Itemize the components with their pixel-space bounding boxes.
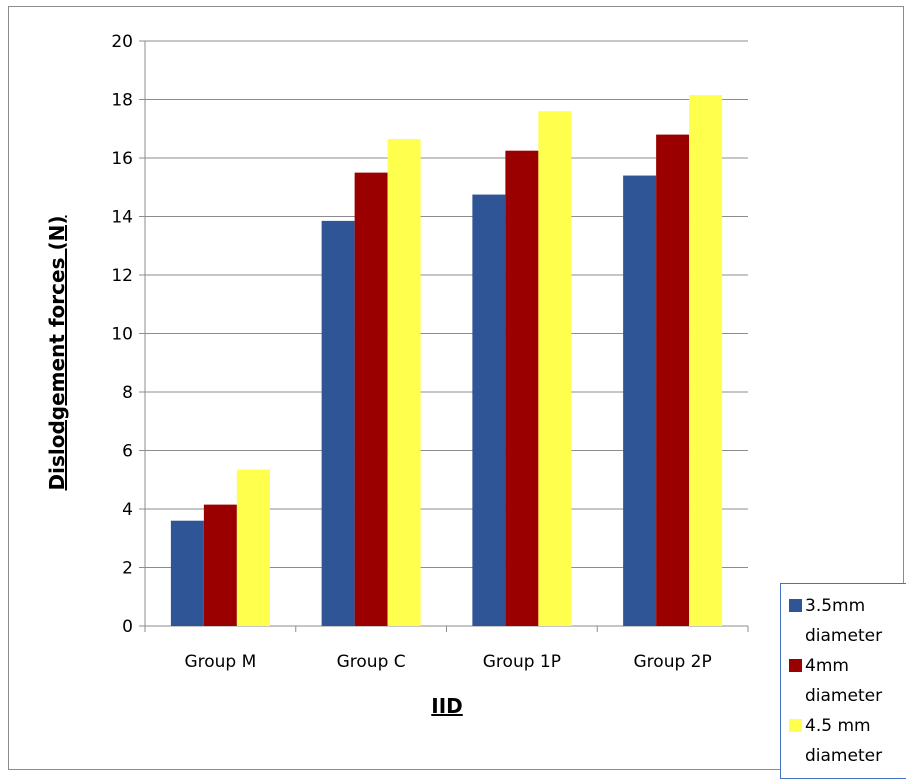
legend-label: 4mm diameter — [805, 656, 883, 706]
x-category-labels: Group M Group C Group 1P Group 2P — [184, 652, 711, 672]
x-category-label: Group M — [184, 652, 256, 672]
bar-group-m-series-1 — [170, 520, 204, 626]
bar-group-m-series-3 — [236, 469, 270, 626]
bar-group-2p-series-2 — [656, 134, 690, 626]
bar-chart: 0 2 4 6 8 10 12 14 16 18 20 Group M Group C Group 1P… — [45, 32, 749, 718]
bars — [170, 95, 723, 627]
legend-item: 4.5 mm diameter — [789, 711, 906, 771]
y-tick-labels: 0 2 4 6 8 10 12 14 16 18 20 — [111, 32, 133, 637]
bar-group-c-series-2 — [354, 172, 388, 626]
legend-swatch — [789, 599, 802, 612]
bar-group-m-series-2 — [203, 504, 237, 626]
y-tick-label: 12 — [111, 266, 133, 286]
x-category-label: Group 1P — [483, 652, 561, 672]
bar-group-c-series-3 — [387, 138, 421, 627]
legend-item: 4mm diameter — [789, 651, 906, 711]
bar-group-1p-series-3 — [538, 111, 572, 626]
y-tick-label: 10 — [111, 325, 133, 345]
x-axis-title: IID — [431, 694, 462, 718]
x-category-label: Group C — [337, 652, 406, 672]
y-tick-label: 2 — [122, 559, 133, 579]
axes — [144, 41, 749, 632]
y-tick-label: 18 — [111, 91, 133, 111]
y-axis-title: Dislodgement forces (N) — [45, 216, 69, 491]
legend-swatch — [789, 659, 802, 672]
bar-group-2p-series-1 — [623, 175, 657, 627]
legend: 3.5mm diameter 4mm diameter 4.5 mm diamete… — [780, 583, 906, 779]
y-tick-label: 0 — [122, 617, 133, 637]
legend-item: 3.5mm diameter — [789, 591, 906, 651]
bar-group-1p-series-2 — [505, 150, 539, 626]
legend-label: 3.5mm diameter — [805, 596, 883, 646]
y-tick-label: 8 — [122, 383, 133, 403]
y-tick-label: 4 — [122, 500, 133, 520]
bar-group-c-series-1 — [321, 220, 355, 626]
y-tick-label: 14 — [111, 208, 133, 228]
y-tick-label: 6 — [122, 442, 133, 462]
chart-frame: 0 2 4 6 8 10 12 14 16 18 20 Group M Group C Group 1P… — [8, 6, 906, 779]
bar-group-1p-series-1 — [472, 194, 506, 626]
legend-swatch — [789, 719, 802, 732]
bar-group-2p-series-3 — [689, 95, 723, 627]
legend-label: 4.5 mm diameter — [805, 716, 883, 766]
y-tick-label: 20 — [111, 32, 133, 52]
x-category-label: Group 2P — [634, 652, 712, 672]
y-tick-label: 16 — [111, 149, 133, 169]
